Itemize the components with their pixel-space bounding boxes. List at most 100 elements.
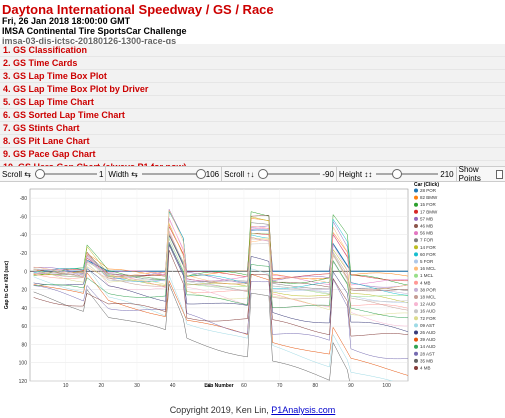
- legend-item[interactable]: 14 AUD: [420, 344, 436, 349]
- menu-item-pit-lane[interactable]: 8. GS Pit Lane Chart: [0, 135, 505, 148]
- scroll-h-value: 1: [98, 169, 104, 179]
- legend-item[interactable]: 60 FOR: [420, 252, 437, 257]
- legend-item[interactable]: 72 FOR: [420, 316, 437, 321]
- legend-swatch[interactable]: [414, 302, 418, 307]
- legend-item[interactable]: 7 FOR: [420, 238, 434, 243]
- menu-item-classification[interactable]: 1. GS Classification: [0, 44, 505, 57]
- legend-item[interactable]: 09 AST: [420, 323, 435, 328]
- x-tick-label: 100: [382, 383, 391, 387]
- x-tick-label: 40: [170, 383, 176, 387]
- series-line: [33, 242, 408, 319]
- legend-item[interactable]: 17 BMW: [420, 209, 438, 214]
- series-line: [33, 209, 408, 290]
- legend-item[interactable]: 16 AUD: [420, 309, 436, 314]
- show-points-label: Show Points: [458, 165, 481, 183]
- legend-swatch[interactable]: [414, 245, 418, 250]
- scroll-v-label: Scroll ↑↓: [224, 169, 255, 179]
- legend-item[interactable]: 5 FOR: [420, 259, 434, 264]
- legend-item[interactable]: 4 MB: [420, 366, 431, 371]
- legend-swatch[interactable]: [414, 309, 418, 314]
- footer: Copyright 2019, Ken Lin, P1Analysis.com: [0, 405, 505, 415]
- y-tick-label: 100: [19, 361, 28, 367]
- session-id: imsa-03-dis-ictsc-20180126-1300-race-gs: [2, 36, 177, 46]
- legend-swatch[interactable]: [414, 295, 418, 299]
- legend-item[interactable]: 56 MB: [420, 231, 433, 236]
- height-knob[interactable]: [392, 169, 403, 179]
- legend-swatch[interactable]: [414, 337, 418, 342]
- menu-item-box-plot[interactable]: 3. GS Lap Time Box Plot: [0, 70, 505, 83]
- width-knob[interactable]: [195, 169, 206, 179]
- height-control: Height ↕↕ 210: [337, 167, 457, 181]
- y-axis-label: Gap to Car #28 (sec): [4, 260, 10, 309]
- legend-item[interactable]: 16 MCL: [420, 266, 436, 271]
- legend-item[interactable]: 82 BMW: [420, 195, 438, 200]
- series-line: [33, 225, 408, 309]
- y-tick-label: 80: [21, 342, 27, 348]
- legend-item[interactable]: 35 MB: [420, 358, 433, 363]
- legend-item[interactable]: 57 MB: [420, 216, 433, 221]
- site-link[interactable]: P1Analysis.com: [271, 405, 336, 415]
- legend-swatch[interactable]: [414, 273, 418, 278]
- legend-item[interactable]: 14 FOR: [420, 245, 437, 250]
- y-tick-label: 20: [21, 288, 27, 294]
- legend-swatch[interactable]: [414, 216, 418, 221]
- show-points-toggle[interactable]: Show Points: [457, 165, 505, 183]
- legend-item[interactable]: 4 MB: [420, 280, 431, 285]
- legend-item[interactable]: 28 POR: [420, 188, 437, 193]
- scroll-vertical-control: Scroll ↑↓ -90: [222, 167, 337, 181]
- legend-item[interactable]: 39 AUD: [420, 337, 436, 342]
- scroll-h-knob[interactable]: [34, 169, 45, 179]
- menu-item-stints[interactable]: 7. GS Stints Chart: [0, 122, 505, 135]
- height-slider[interactable]: [376, 169, 439, 179]
- legend-swatch[interactable]: [414, 224, 418, 228]
- legend-swatch[interactable]: [414, 287, 418, 292]
- legend-swatch[interactable]: [414, 252, 418, 257]
- copyright-text: Copyright 2019, Ken Lin,: [169, 405, 272, 415]
- legend-item[interactable]: 26 AUD: [420, 330, 436, 335]
- legend-swatch[interactable]: [414, 238, 418, 243]
- scroll-v-slider[interactable]: [258, 169, 321, 179]
- scroll-v-knob[interactable]: [258, 169, 269, 179]
- legend-swatch[interactable]: [414, 231, 418, 236]
- legend-swatch[interactable]: [414, 323, 418, 328]
- series-line: [33, 250, 408, 337]
- scroll-h-label: Scroll ⇆: [2, 169, 31, 179]
- legend-item[interactable]: 12 AUD: [420, 302, 436, 307]
- scroll-h-slider[interactable]: [34, 169, 97, 179]
- legend-item[interactable]: 15 FOR: [420, 202, 437, 207]
- series-line: [33, 266, 394, 381]
- legend-swatch[interactable]: [414, 344, 418, 349]
- legend-swatch[interactable]: [414, 195, 418, 200]
- x-tick-label: 60: [241, 383, 247, 387]
- legend-swatch[interactable]: [414, 351, 418, 356]
- menu-item-time-cards[interactable]: 2. GS Time Cards: [0, 57, 505, 70]
- legend-swatch[interactable]: [414, 366, 418, 370]
- legend-item[interactable]: 46 MB: [420, 224, 433, 229]
- series-line: [33, 218, 408, 286]
- legend-swatch[interactable]: [414, 280, 418, 285]
- y-tick-label: -80: [20, 196, 27, 202]
- show-points-checkbox[interactable]: [495, 169, 503, 179]
- scroll-horizontal-control: Scroll ⇆ 1: [0, 167, 107, 181]
- legend-swatch[interactable]: [414, 188, 418, 193]
- legend-swatch[interactable]: [414, 259, 418, 264]
- menu-item-sorted-lap-time[interactable]: 6. GS Sorted Lap Time Chart: [0, 109, 505, 122]
- legend-item[interactable]: 18 MCL: [420, 295, 436, 300]
- legend-item[interactable]: 1 MCL: [420, 273, 434, 278]
- x-tick-label: 30: [134, 383, 140, 387]
- menu-item-box-plot-driver[interactable]: 4. GS Lap Time Box Plot by Driver: [0, 83, 505, 96]
- legend-swatch[interactable]: [414, 358, 418, 363]
- legend-swatch[interactable]: [414, 330, 418, 335]
- legend-swatch[interactable]: [414, 316, 418, 321]
- menu-item-pace-gap[interactable]: 9. GS Pace Gap Chart: [0, 148, 505, 161]
- legend-swatch[interactable]: [414, 202, 418, 207]
- width-slider[interactable]: [141, 169, 206, 179]
- legend-swatch[interactable]: [414, 266, 418, 271]
- legend-item[interactable]: 28 AST: [420, 351, 435, 356]
- legend-item[interactable]: 38 POR: [420, 287, 437, 292]
- legend-swatch[interactable]: [414, 209, 418, 214]
- menu-item-lap-time-chart[interactable]: 5. GS Lap Time Chart: [0, 96, 505, 109]
- x-tick-label: 90: [348, 383, 354, 387]
- y-tick-label: 0: [24, 269, 27, 275]
- legend-title: Car (Click): [414, 182, 439, 188]
